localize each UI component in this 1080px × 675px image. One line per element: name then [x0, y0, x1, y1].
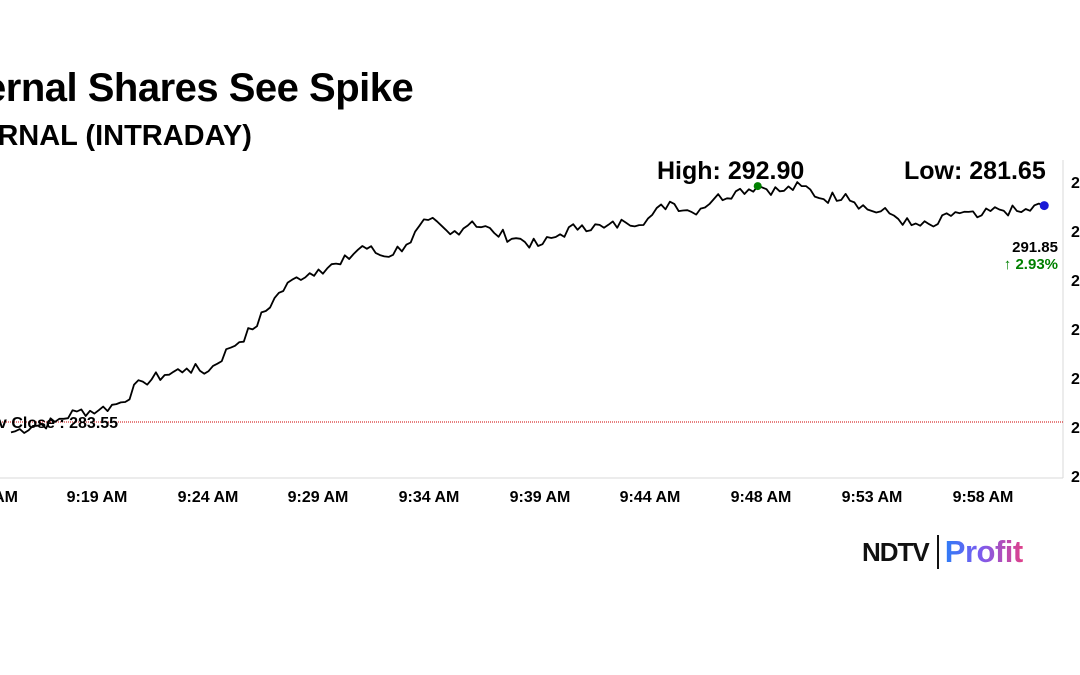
x-tick-label: 9:29 AM	[288, 489, 349, 506]
y-axis-ticks: 2 2 2 2 2 2 2	[1071, 175, 1080, 486]
x-tick-label: 9:34 AM	[399, 489, 460, 506]
x-tick-label: 9:48 AM	[731, 489, 792, 506]
high-point-marker	[753, 182, 762, 191]
last-price-label: 291.85	[1012, 239, 1058, 256]
logo-ndtv-text: NDTV	[862, 536, 930, 567]
prev-close-label: v Close : 283.55	[0, 415, 118, 432]
y-tick-label: 2	[1071, 469, 1080, 486]
x-tick-label: 9:19 AM	[67, 489, 128, 506]
x-tick-label: 9:58 AM	[953, 489, 1014, 506]
day-low-label: Low: 281.65	[904, 157, 1046, 185]
x-tick-label: 9:53 AM	[842, 489, 903, 506]
price-change-label: ↑ 2.93%	[1004, 256, 1058, 273]
x-tick-label: 9:44 AM	[620, 489, 681, 506]
y-tick-label: 2	[1071, 175, 1080, 192]
y-tick-label: 2	[1071, 322, 1080, 339]
chart-subtitle: ERNAL (INTRADAY)	[0, 120, 252, 152]
ndtv-profit-logo: NDTV Profit	[862, 532, 1023, 572]
logo-divider	[936, 535, 939, 569]
y-tick-label: 2	[1071, 371, 1080, 388]
day-high-label: High: 292.90	[657, 157, 805, 185]
price-series-line	[10, 181, 1044, 434]
y-tick-label: 2	[1071, 224, 1080, 241]
y-tick-label: 2	[1071, 420, 1080, 437]
chart-title: ernal Shares See Spike	[0, 66, 414, 110]
x-axis-ticks: AM 9:19 AM 9:24 AM 9:29 AM 9:34 AM 9:39 AM 9:4…	[0, 489, 1013, 506]
y-tick-label: 2	[1071, 273, 1080, 290]
x-tick-label: AM	[0, 489, 18, 506]
logo-profit-text: Profit	[944, 534, 1023, 569]
last-price-marker	[1039, 201, 1049, 211]
x-tick-label: 9:24 AM	[178, 489, 239, 506]
x-tick-label: 9:39 AM	[510, 489, 571, 506]
